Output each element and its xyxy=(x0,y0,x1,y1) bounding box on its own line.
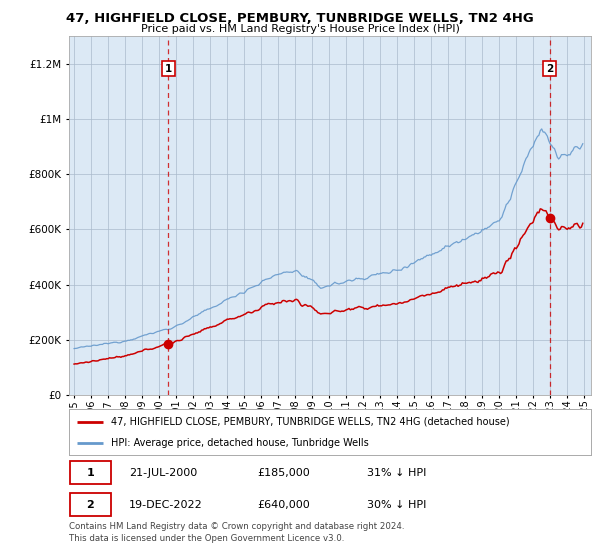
Text: HPI: Average price, detached house, Tunbridge Wells: HPI: Average price, detached house, Tunb… xyxy=(111,438,368,448)
Text: £640,000: £640,000 xyxy=(257,500,310,510)
Text: 2: 2 xyxy=(86,500,94,510)
Text: 2: 2 xyxy=(546,64,553,74)
Text: 30% ↓ HPI: 30% ↓ HPI xyxy=(367,500,426,510)
Text: £185,000: £185,000 xyxy=(257,468,310,478)
Text: 47, HIGHFIELD CLOSE, PEMBURY, TUNBRIDGE WELLS, TN2 4HG (detached house): 47, HIGHFIELD CLOSE, PEMBURY, TUNBRIDGE … xyxy=(111,417,509,427)
Text: 21-JUL-2000: 21-JUL-2000 xyxy=(129,468,197,478)
FancyBboxPatch shape xyxy=(70,461,111,484)
Text: 1: 1 xyxy=(165,64,172,74)
Text: 31% ↓ HPI: 31% ↓ HPI xyxy=(367,468,426,478)
FancyBboxPatch shape xyxy=(70,493,111,516)
Text: 1: 1 xyxy=(86,468,94,478)
Text: 19-DEC-2022: 19-DEC-2022 xyxy=(129,500,203,510)
Text: Price paid vs. HM Land Registry's House Price Index (HPI): Price paid vs. HM Land Registry's House … xyxy=(140,24,460,34)
Text: Contains HM Land Registry data © Crown copyright and database right 2024.
This d: Contains HM Land Registry data © Crown c… xyxy=(69,522,404,543)
Text: 47, HIGHFIELD CLOSE, PEMBURY, TUNBRIDGE WELLS, TN2 4HG: 47, HIGHFIELD CLOSE, PEMBURY, TUNBRIDGE … xyxy=(66,12,534,25)
